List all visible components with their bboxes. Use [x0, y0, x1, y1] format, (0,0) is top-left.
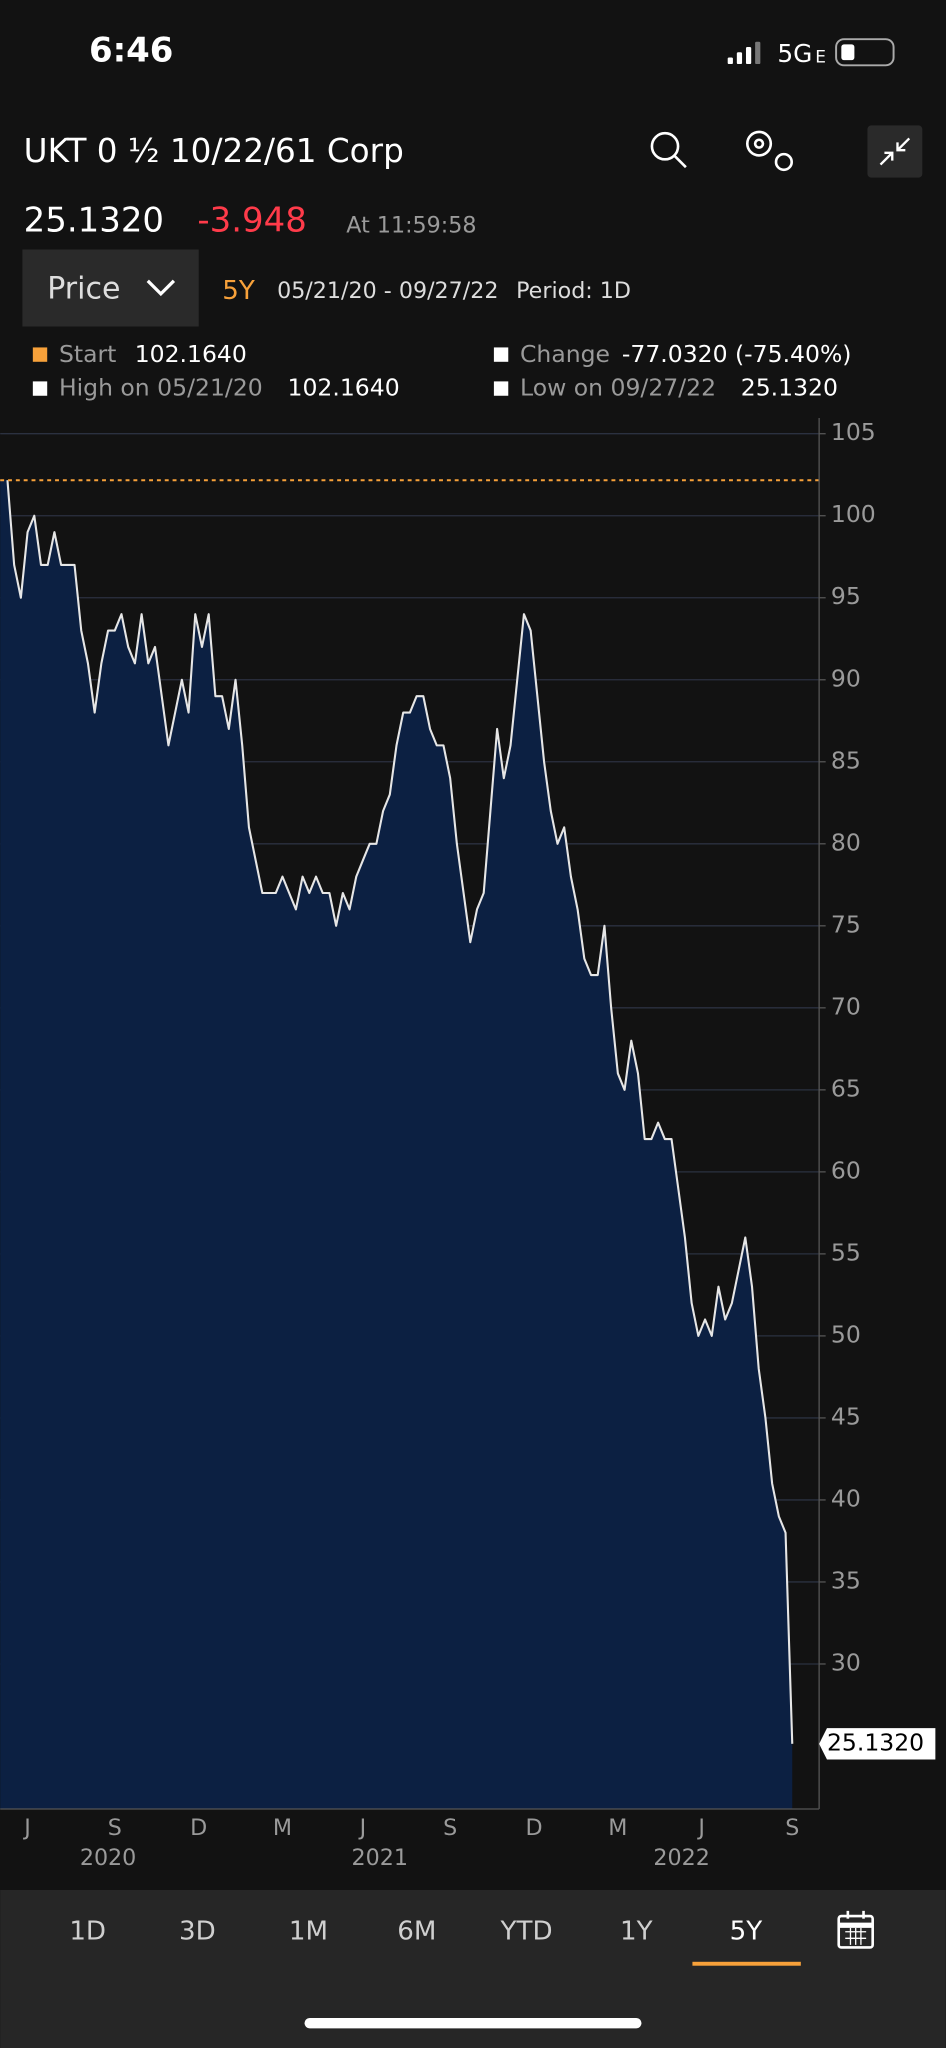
- x-tick-label: S: [108, 1815, 122, 1841]
- range-tab[interactable]: YTD: [500, 1916, 553, 1946]
- y-tick-label: 95: [831, 582, 861, 610]
- search-icon[interactable]: [650, 131, 687, 169]
- signal-icon: [727, 41, 761, 64]
- y-tick-label: 100: [831, 500, 876, 528]
- y-tick-label: 70: [831, 992, 861, 1020]
- last-price-tag: [819, 1728, 936, 1760]
- tab-group: 1D 3D 1M 6M YTD 1Y 5Y: [69, 1916, 801, 1966]
- stat-label: Change: [520, 340, 610, 368]
- y-tick-label: 55: [831, 1238, 861, 1266]
- y-tick-label: 30: [831, 1648, 861, 1676]
- axes: 30 35 40 45 50 55 60 65 70 75 80 85 90 95 100 105 J S D M J S…: [0, 417, 936, 1871]
- y-tick-label: 90: [831, 664, 861, 692]
- price-area: [0, 480, 793, 1809]
- stat-label: Low on 09/27/22: [520, 374, 716, 402]
- y-tick-label: 65: [831, 1074, 861, 1102]
- start-swatch: [32, 347, 48, 362]
- x-year-label: 2022: [653, 1845, 709, 1871]
- price-change: -3.948: [197, 201, 306, 241]
- stat-value: 25.1320: [741, 374, 838, 402]
- range-label[interactable]: 5Y: [222, 276, 255, 306]
- y-tick-label: 60: [831, 1156, 861, 1184]
- range-tab[interactable]: 1Y: [620, 1916, 653, 1946]
- settings-icon[interactable]: [745, 130, 793, 172]
- network-sub-label: E: [815, 47, 826, 67]
- battery-icon: [835, 38, 895, 67]
- security-title: UKT 0 ½ 10/22/61 Corp: [24, 132, 404, 170]
- home-indicator: [304, 2017, 642, 2029]
- change-swatch: [493, 347, 509, 362]
- field-dropdown[interactable]: [22, 249, 199, 327]
- range-tab[interactable]: 6M: [397, 1916, 436, 1946]
- y-tick-label: 45: [831, 1402, 861, 1430]
- last-price: 25.1320: [24, 201, 164, 241]
- collapse-icon: [879, 137, 911, 166]
- x-tick-label: J: [22, 1815, 31, 1841]
- dropdown-chevron: [146, 279, 176, 297]
- x-tick-label: S: [443, 1815, 457, 1841]
- date-range: 05/21/20 - 09/27/22: [277, 278, 498, 304]
- x-tick-label: J: [358, 1815, 367, 1841]
- battery-level: [841, 44, 855, 61]
- y-tick-label: 80: [831, 828, 861, 856]
- x-tick-label: D: [190, 1815, 207, 1841]
- active-tab-underline: [692, 1961, 801, 1966]
- y-tick-label: 105: [831, 418, 876, 446]
- x-tick-label: D: [525, 1815, 542, 1841]
- y-tick-label: 85: [831, 746, 861, 774]
- stat-label: High on 05/21/20: [59, 374, 263, 402]
- last-price-label: 25.1320: [827, 1728, 924, 1756]
- period-label: Period: 1D: [516, 278, 631, 304]
- update-time: At 11:59:58: [346, 212, 476, 238]
- stat-value: 102.1640: [135, 340, 247, 368]
- range-tab[interactable]: 1M: [289, 1916, 328, 1946]
- x-year-label: 2021: [351, 1845, 407, 1871]
- low-swatch: [493, 381, 509, 396]
- y-tick-label: 50: [831, 1320, 861, 1348]
- y-tick-label: 75: [831, 910, 861, 938]
- x-year-label: 2020: [80, 1845, 136, 1871]
- stat-label: Start: [59, 340, 116, 368]
- range-tab[interactable]: 1D: [69, 1916, 106, 1946]
- plot: [0, 479, 820, 1809]
- stat-value: -77.0320 (-75.40%): [622, 340, 852, 368]
- status-time: 6:46: [89, 31, 173, 71]
- calendar-icon[interactable]: [837, 1910, 874, 1949]
- x-tick-label: M: [273, 1815, 292, 1841]
- range-tab[interactable]: 5Y: [730, 1916, 763, 1946]
- x-tick-label: J: [696, 1815, 705, 1841]
- x-tick-label: S: [785, 1815, 799, 1841]
- range-tab[interactable]: 3D: [179, 1916, 216, 1946]
- network-label: 5G: [777, 39, 812, 68]
- stat-value: 102.1640: [288, 374, 400, 402]
- y-tick-label: 40: [831, 1484, 861, 1512]
- high-swatch: [32, 381, 48, 396]
- dropdown-label: Price: [47, 271, 120, 306]
- price-line: [6, 480, 794, 1744]
- y-tick-label: 35: [831, 1566, 861, 1594]
- collapse-button[interactable]: [867, 125, 923, 178]
- x-tick-label: M: [608, 1815, 627, 1841]
